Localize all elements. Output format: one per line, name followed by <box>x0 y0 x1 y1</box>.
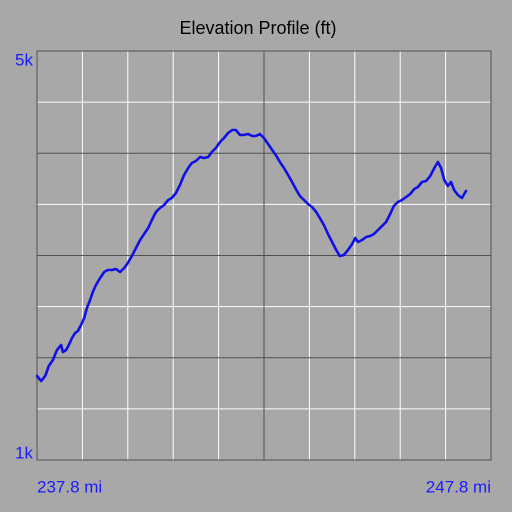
y-tick-label: 1k <box>15 443 33 462</box>
y-tick-label: 5k <box>15 50 33 69</box>
plot-frame <box>36 50 492 461</box>
chart-title: Elevation Profile (ft) <box>179 18 336 38</box>
x-tick-label: 237.8 mi <box>37 477 102 496</box>
x-tick-label: 247.8 mi <box>426 477 491 496</box>
elevation-line <box>35 128 468 383</box>
